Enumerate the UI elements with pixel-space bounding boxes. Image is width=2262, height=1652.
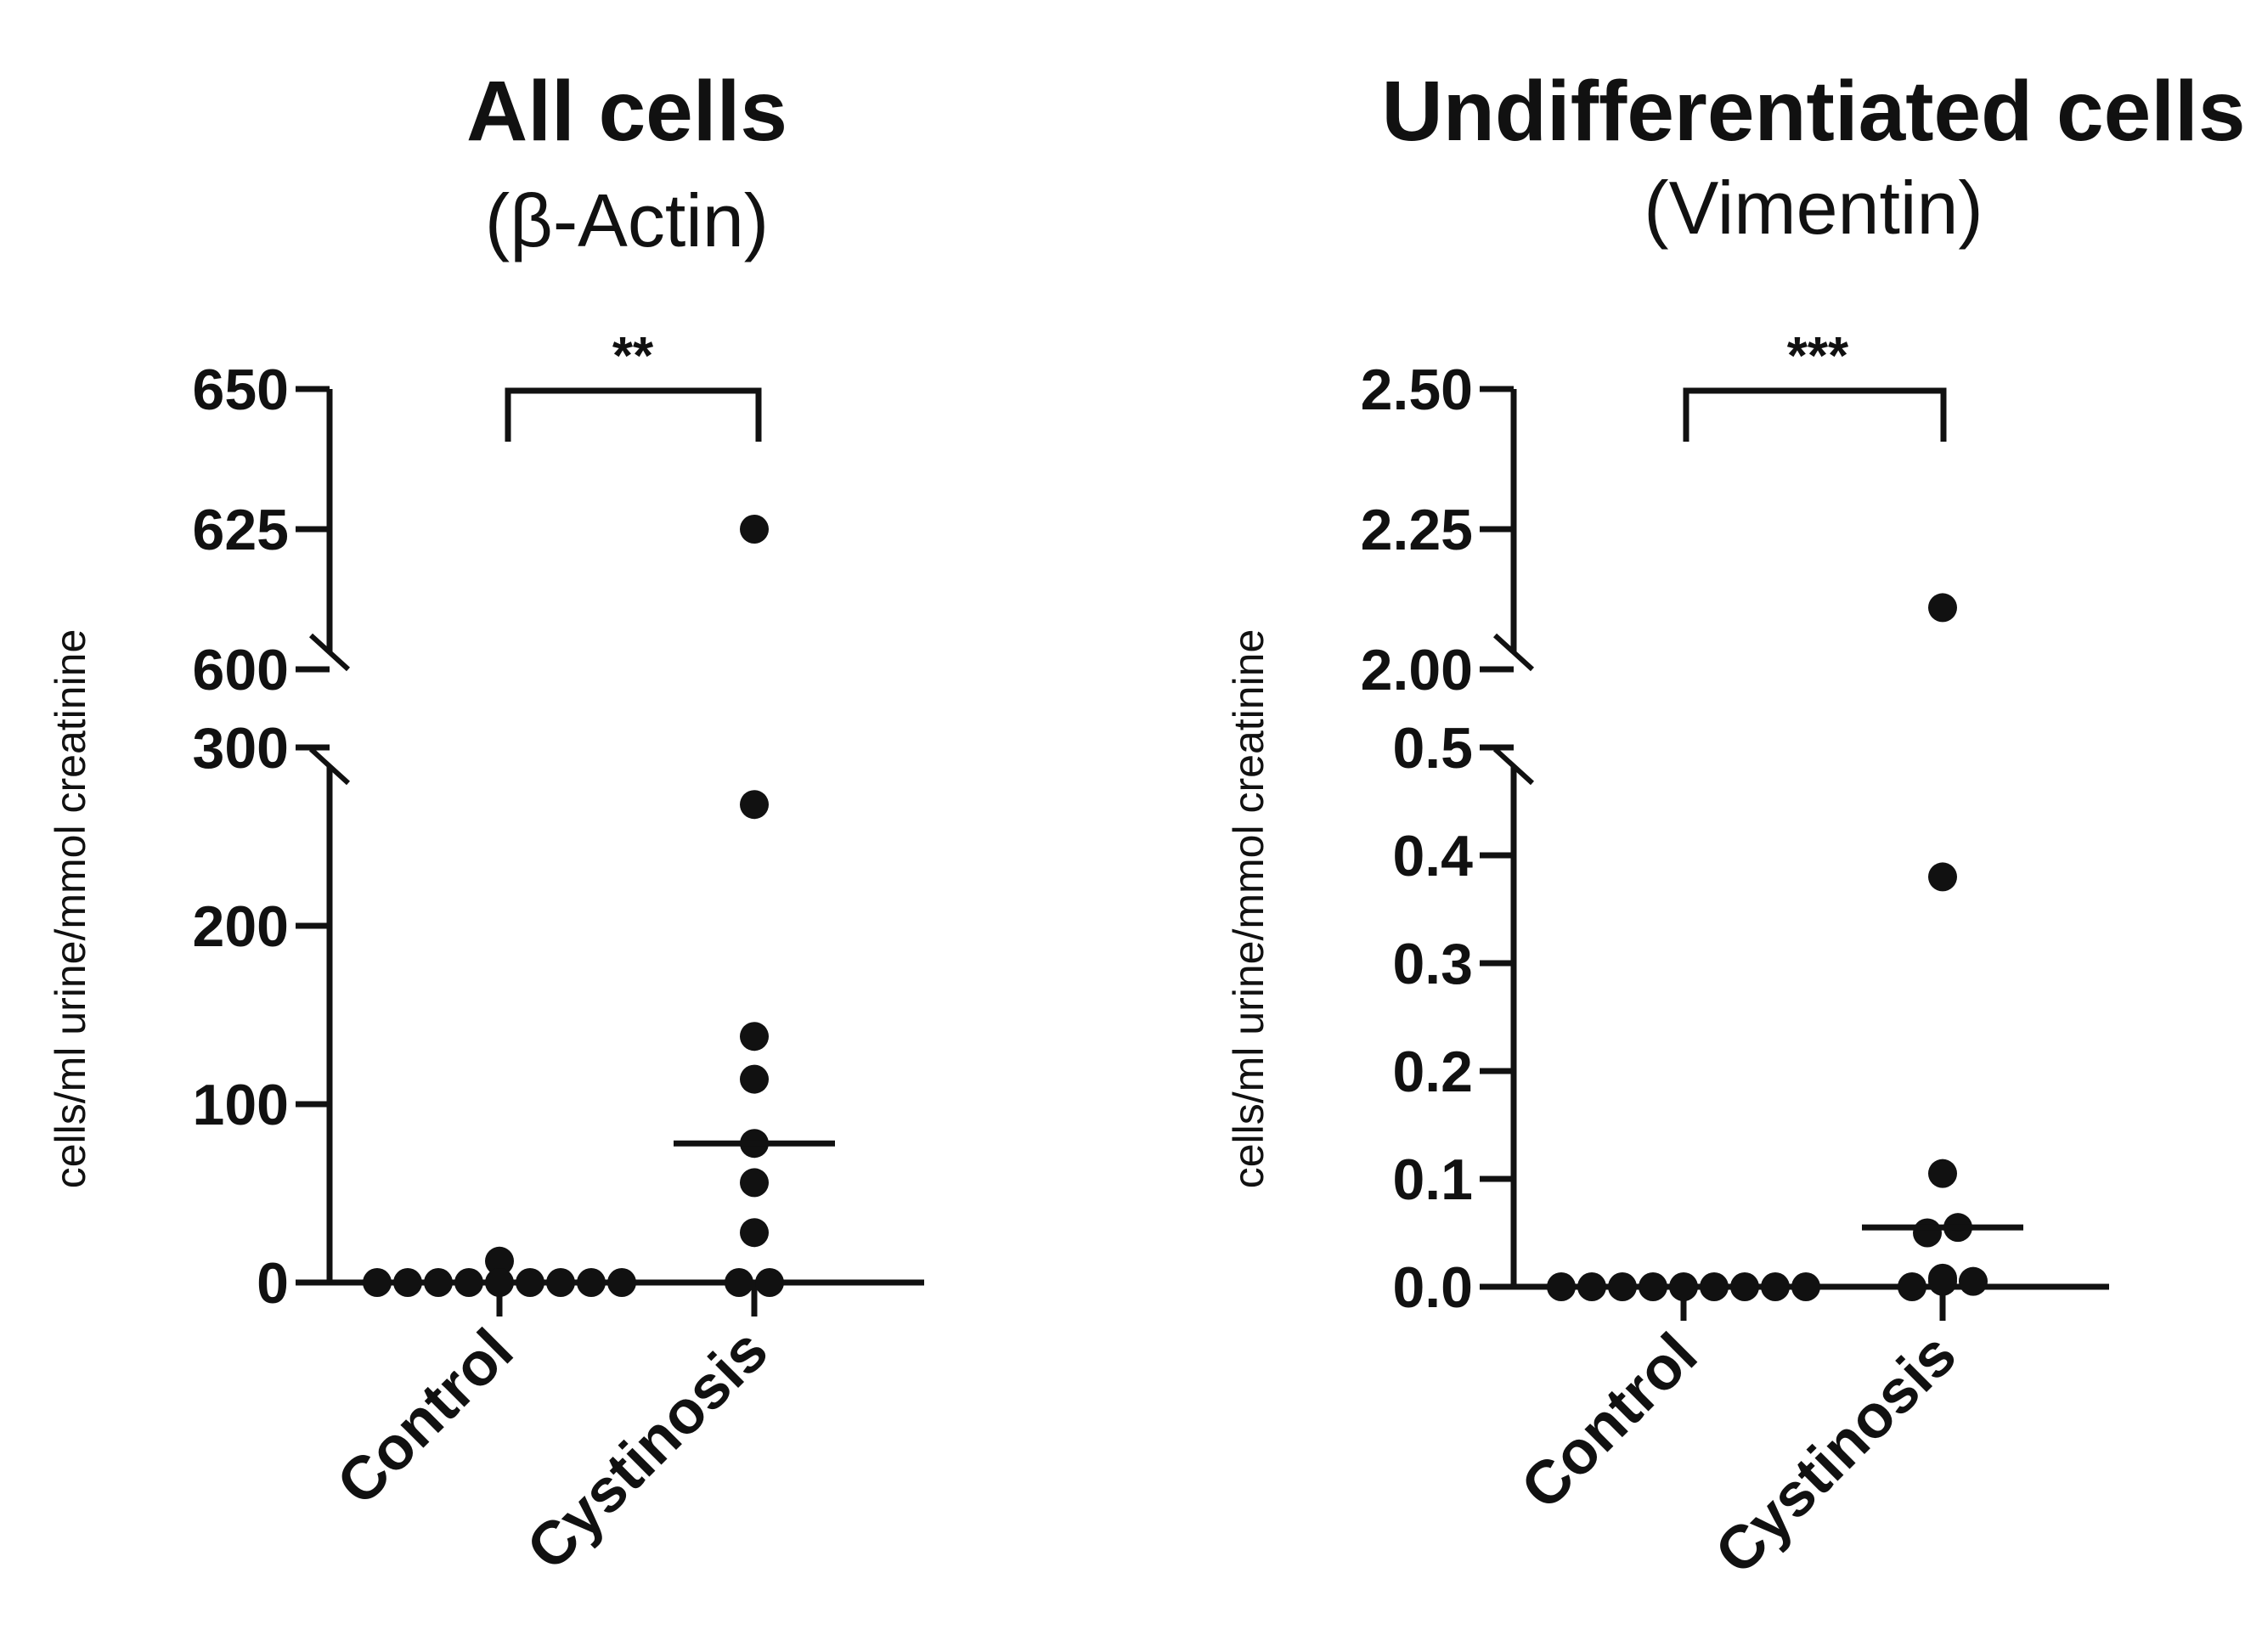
- bracket-line: [505, 387, 762, 442]
- chart-subtitle: (Vimentin): [1644, 166, 1983, 250]
- x-category-label: Control: [1509, 1321, 1711, 1523]
- y-tick-label: 300: [193, 716, 289, 781]
- y-tick-label: 0.4: [1392, 824, 1473, 888]
- data-point: [1791, 1272, 1820, 1301]
- axis-break-mark: [308, 747, 351, 786]
- panel-undifferentiated-cells: Undifferentiated cells (Vimentin) cells/…: [1225, 64, 2245, 1587]
- bracket-line: [1683, 387, 1947, 442]
- significance-label: ***: [1787, 327, 1849, 386]
- y-tick-label: 0.0: [1392, 1255, 1473, 1320]
- data-point: [1928, 1159, 1957, 1188]
- data-point: [1761, 1272, 1790, 1301]
- x-category-label: Cystinosis: [1702, 1321, 1969, 1587]
- y-tick-label: 2.50: [1361, 358, 1473, 422]
- y-tick-label: 600: [193, 638, 289, 702]
- data-point: [740, 515, 769, 544]
- data-point: [1928, 1266, 1957, 1296]
- data-point: [725, 1268, 753, 1297]
- significance-bracket: **: [505, 327, 762, 442]
- data-point: [1898, 1272, 1926, 1301]
- data-point: [363, 1268, 392, 1297]
- data-point: [1577, 1272, 1606, 1301]
- y-tick-label: 0.5: [1392, 716, 1473, 781]
- y-tick-label: 2.00: [1361, 638, 1473, 702]
- data-point: [740, 1064, 769, 1094]
- panel-all-cells: All cells (β-Actin) cells/ml urine/mmol …: [47, 64, 924, 1583]
- y-axis-label: cells/ml urine/mmol creatinine: [1225, 629, 1272, 1189]
- data-point: [1547, 1272, 1576, 1301]
- significance-bracket: ***: [1683, 327, 1947, 442]
- axis-break-mark: [308, 633, 351, 672]
- data-point: [1959, 1266, 1988, 1296]
- y-tick-label: 2.25: [1361, 498, 1473, 562]
- y-tick-label: 0: [257, 1251, 289, 1316]
- y-tick-label: 0.3: [1392, 932, 1473, 996]
- data-point: [740, 1022, 769, 1052]
- chart-title: All cells: [466, 64, 787, 159]
- chart-subtitle: (β-Actin): [485, 178, 769, 262]
- plot-area: 0.0 0.1 0.2 0.3 0.4 0.5 2.00 2.25 2.50 ControlCys…: [1361, 358, 2109, 1587]
- y-tick-label: 625: [193, 498, 289, 562]
- y-tick-label: 0.2: [1392, 1040, 1473, 1104]
- y-tick-label: 0.1: [1392, 1147, 1473, 1212]
- data-point: [485, 1246, 514, 1276]
- x-category-label: Control: [324, 1317, 527, 1519]
- axis-break-mark: [1492, 633, 1535, 672]
- chart-title: Undifferentiated cells: [1382, 64, 2246, 159]
- x-category-label: Cystinosis: [514, 1317, 781, 1583]
- y-tick-label: 650: [193, 358, 289, 422]
- significance-label: **: [612, 327, 654, 386]
- data-point: [740, 790, 769, 820]
- data-point: [1913, 1218, 1942, 1248]
- data-point: [755, 1268, 784, 1297]
- data-point: [393, 1268, 422, 1297]
- data-point: [607, 1268, 636, 1297]
- data-point: [740, 1218, 769, 1248]
- data-point: [577, 1268, 606, 1297]
- axis-break-mark: [1492, 747, 1535, 786]
- y-tick-label: 200: [193, 894, 289, 959]
- y-axis-label: cells/ml urine/mmol creatinine: [47, 629, 94, 1189]
- data-point: [1928, 862, 1957, 892]
- data-point: [740, 1168, 769, 1198]
- data-point: [1928, 593, 1957, 623]
- y-tick-label: 100: [193, 1073, 289, 1137]
